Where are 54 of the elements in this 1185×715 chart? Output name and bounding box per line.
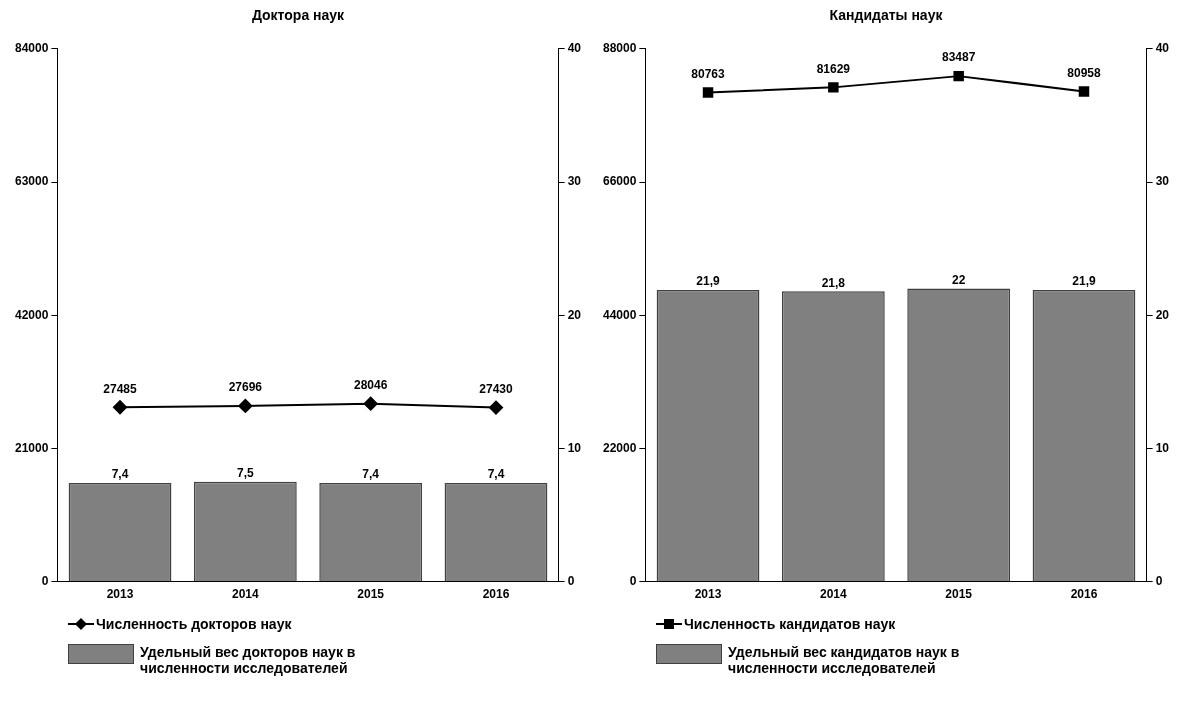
data-label: 83487 bbox=[941, 50, 976, 65]
y-tick-label: 88000 bbox=[602, 41, 637, 56]
point bbox=[1078, 86, 1090, 97]
y2-tick-label: 30 bbox=[1155, 174, 1170, 189]
y2-tick-label: 40 bbox=[1155, 41, 1170, 56]
y-tick-label: 0 bbox=[629, 573, 637, 588]
y2-tick-label: 20 bbox=[567, 307, 582, 322]
legend-label: Удельный вес кандидатов наук в численности исследователей bbox=[728, 644, 961, 676]
y2-tick-label: 20 bbox=[1155, 307, 1170, 322]
legend-label: Численность кандидатов наук bbox=[684, 616, 897, 632]
y-tick-label: 63000 bbox=[14, 174, 49, 189]
y-tick-label: 22000 bbox=[602, 440, 637, 455]
data-label: 7,5 bbox=[237, 466, 255, 481]
point bbox=[702, 87, 714, 98]
y-tick-label: 42000 bbox=[14, 307, 49, 322]
chart-title: Кандидаты наук bbox=[829, 7, 944, 24]
legend-label: Удельный вес докторов наук в численности исследователей bbox=[140, 644, 357, 676]
y-tick-label: 44000 bbox=[602, 307, 637, 322]
y-tick-label: 84000 bbox=[14, 41, 49, 56]
y2-tick-label: 10 bbox=[567, 440, 582, 455]
data-label: 27485 bbox=[103, 381, 138, 396]
data-label: 22 bbox=[951, 272, 966, 287]
legend-label: Численность докторов наук bbox=[96, 616, 293, 632]
x-tick-label: 2013 bbox=[694, 587, 722, 602]
y-tick-label: 66000 bbox=[602, 174, 637, 189]
y2-tick-label: 0 bbox=[1155, 573, 1163, 588]
x-tick-label: 2014 bbox=[820, 587, 848, 602]
y2-tick-label: 40 bbox=[567, 41, 582, 56]
data-label: 27430 bbox=[479, 381, 513, 396]
data-label: 21,9 bbox=[1072, 274, 1096, 289]
data-label: 7,4 bbox=[111, 467, 129, 482]
chart-title: Доктора наук bbox=[251, 7, 346, 24]
data-label: 80763 bbox=[691, 66, 726, 81]
y2-tick-label: 10 bbox=[1155, 440, 1170, 455]
x-tick-label: 2014 bbox=[232, 587, 260, 602]
data-label: 80958 bbox=[1067, 65, 1101, 80]
data-label: 21,8 bbox=[821, 275, 846, 290]
x-tick-label: 2015 bbox=[357, 587, 385, 602]
y2-tick-label: 0 bbox=[567, 573, 575, 588]
y-tick-label: 21000 bbox=[14, 440, 49, 455]
y-tick-label: 0 bbox=[41, 573, 49, 588]
y2-tick-label: 30 bbox=[567, 174, 582, 189]
x-tick-label: 2013 bbox=[106, 587, 134, 602]
data-label: 7,4 bbox=[362, 467, 380, 482]
data-label: 7,4 bbox=[487, 467, 505, 482]
data-label: 27696 bbox=[228, 380, 263, 395]
point bbox=[828, 82, 839, 93]
data-label: 21,9 bbox=[696, 274, 721, 289]
data-label: 81629 bbox=[816, 61, 851, 76]
x-tick-label: 2016 bbox=[482, 587, 510, 602]
x-tick-label: 2015 bbox=[945, 587, 973, 602]
point bbox=[953, 70, 964, 82]
data-label: 28046 bbox=[353, 378, 388, 393]
x-tick-label: 2016 bbox=[1070, 587, 1098, 602]
